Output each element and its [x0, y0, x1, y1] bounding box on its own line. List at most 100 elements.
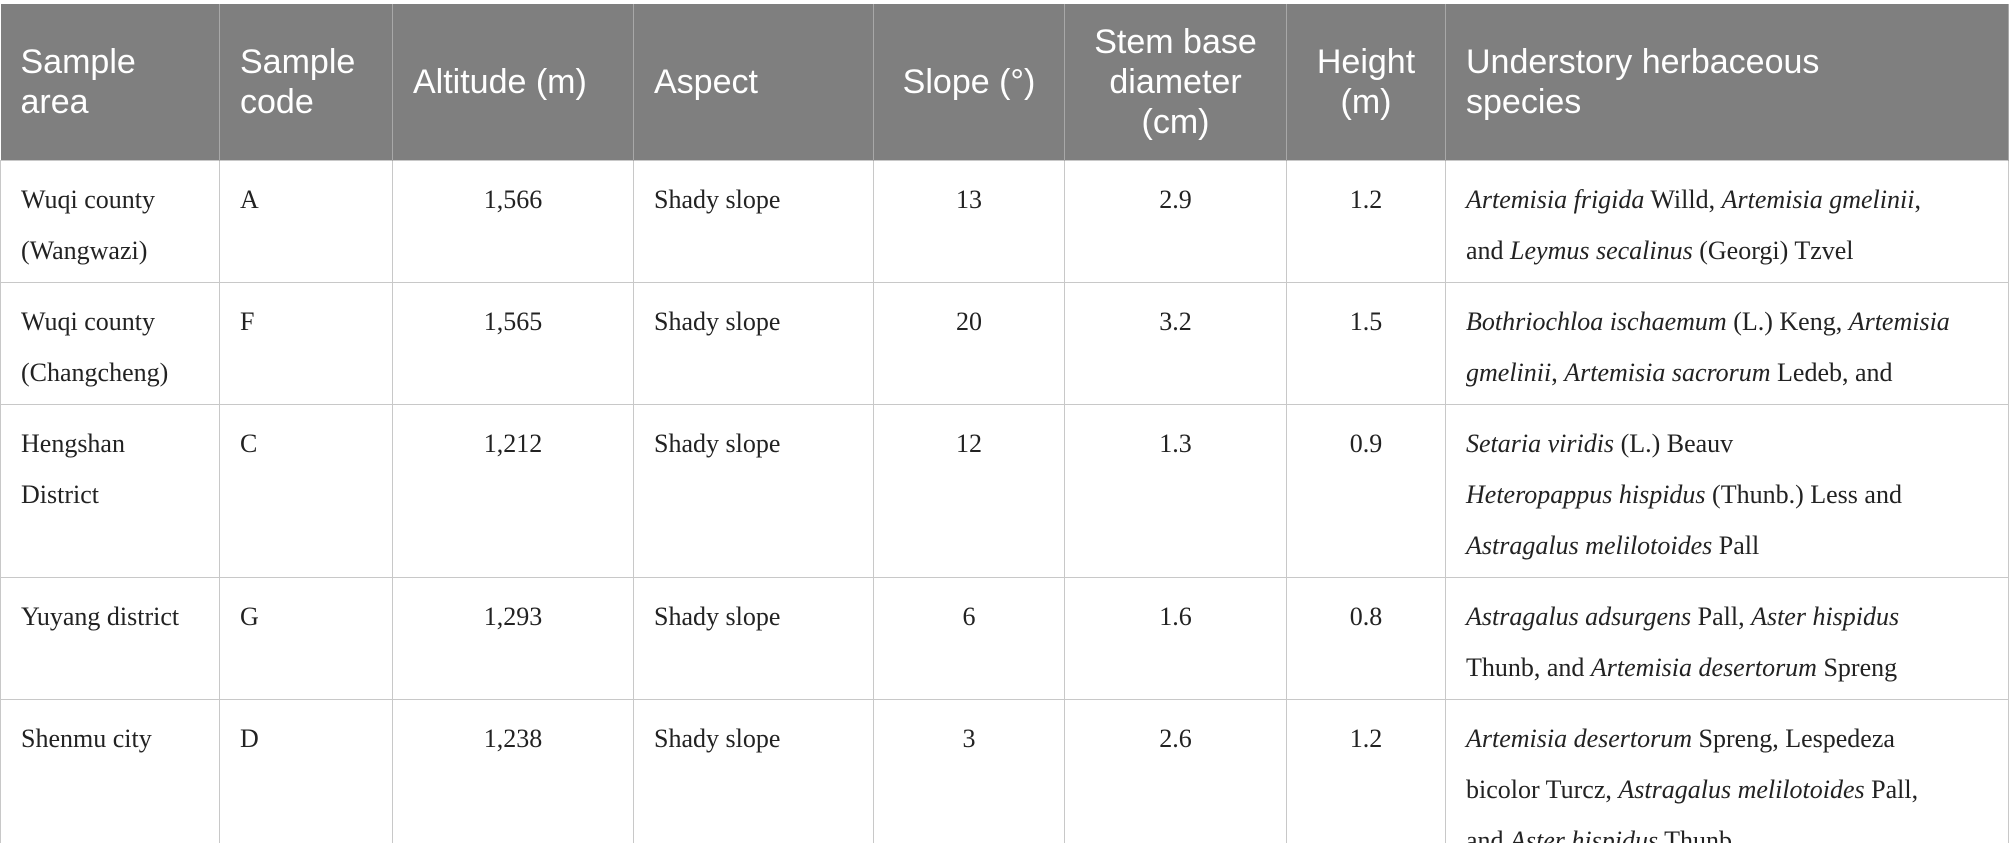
species-text: Spreng, Lespedeza	[1692, 723, 1895, 753]
cell: Shady slope	[633, 403, 874, 578]
header-cell: Sample code	[219, 4, 393, 160]
cell: Wuqi county (Wangwazi)	[0, 159, 220, 283]
cell: 3	[873, 698, 1065, 843]
header-text: Slope (°)	[902, 62, 1036, 101]
cell: 2.9	[1064, 159, 1287, 283]
species-line: gmelinii, Artemisia sacrorum Ledeb, and	[1466, 347, 1988, 398]
species-line: Thunb, and Artemisia desertorum Spreng	[1466, 642, 1988, 693]
header-text: code	[240, 82, 314, 121]
table-row: Wuqi county (Changcheng) F 1,565 Shady slope…	[0, 281, 2009, 405]
cell: Astragalus adsurgens Pall, Aster hispidu…	[1445, 576, 2009, 700]
diameter: 3.2	[1159, 306, 1192, 336]
species-text: Pall,	[1864, 774, 1919, 804]
species-text: Spreng	[1816, 652, 1898, 682]
header-text: (cm)	[1141, 102, 1210, 141]
sample-area: (Wangwazi)	[21, 235, 148, 265]
species-line: Heteropappus hispidus (Thunb.) Less and	[1466, 469, 1988, 520]
cell: 1.6	[1064, 576, 1287, 700]
altitude: 1,212	[483, 428, 543, 458]
species-text: Bothriochloa ischaemum	[1466, 306, 1727, 336]
cell: Shady slope	[633, 159, 874, 283]
table-row: Hengshan District C 1,212 Shady slope 12 1.3 0.…	[0, 403, 2009, 578]
cell: 13	[873, 159, 1065, 283]
species-text: ,	[1914, 184, 1921, 214]
cell: G	[219, 576, 393, 700]
species-line: and Aster hispidus Thunb	[1466, 815, 1988, 843]
species-text: Artemisia	[1848, 306, 1950, 336]
species-text: Willd,	[1644, 184, 1722, 214]
cell: Shady slope	[633, 281, 874, 405]
aspect: Shady slope	[654, 601, 781, 631]
header-text: Understory herbaceous	[1466, 42, 1820, 81]
sample-area: Wuqi county	[21, 184, 155, 214]
height: 1.5	[1349, 306, 1383, 336]
cell: 0.8	[1286, 576, 1446, 700]
diameter: 1.3	[1159, 428, 1192, 458]
species-text: Artemisia desertorum	[1466, 723, 1693, 753]
diameter: 2.9	[1159, 184, 1192, 214]
slope: 20	[956, 306, 982, 336]
cell: D	[219, 698, 393, 843]
species-text: Heteropappus hispidus	[1466, 479, 1706, 509]
code: C	[240, 428, 258, 458]
cell: 2.6	[1064, 698, 1287, 843]
header-cell: Sample area	[0, 4, 220, 160]
cell: F	[219, 281, 393, 405]
sample-area: Hengshan	[21, 428, 125, 458]
species-line: Astragalus melilotoides Pall	[1466, 520, 1988, 571]
species-text: bicolor Turcz,	[1466, 774, 1619, 804]
height: 1.2	[1349, 723, 1383, 753]
code: A	[240, 184, 259, 214]
cell: 12	[873, 403, 1065, 578]
header-text: Stem base	[1094, 22, 1257, 61]
cell: 6	[873, 576, 1065, 700]
table-row: Wuqi county (Wangwazi) A 1,566 Shady slope 13…	[0, 159, 2009, 283]
species-text: (Georgi) Tzvel	[1692, 235, 1854, 265]
sample-area: Yuyang district	[21, 601, 180, 631]
cell: 1,565	[392, 281, 634, 405]
cell: 1,212	[392, 403, 634, 578]
header-text: area	[20, 82, 89, 121]
species-text: Setaria viridis	[1466, 428, 1615, 458]
cell: Setaria viridis (L.) Beauv Heteropappus h…	[1445, 403, 2009, 578]
species-text: Thunb, and	[1466, 652, 1591, 682]
cell: 1,238	[392, 698, 634, 843]
species-line: bicolor Turcz, Astragalus melilotoides P…	[1466, 764, 1988, 815]
cell: Artemisia frigida Willd, Artemisia gmeli…	[1445, 159, 2009, 283]
sample-area: Wuqi county	[21, 306, 155, 336]
cell: 0.9	[1286, 403, 1446, 578]
species-line: and Leymus secalinus (Georgi) Tzvel	[1466, 225, 1988, 276]
diameter: 1.6	[1159, 601, 1192, 631]
species-text: Artemisia sacrorum	[1564, 357, 1771, 387]
aspect: Shady slope	[654, 306, 781, 336]
sample-area: (Changcheng)	[21, 357, 169, 387]
species-text: Astragalus adsurgens	[1466, 601, 1692, 631]
sample-area: District	[21, 479, 99, 509]
species-line: Astragalus adsurgens Pall, Aster hispidu…	[1466, 591, 1988, 642]
code: D	[240, 723, 259, 753]
page: Sample area Sample code Altitude (m) Aspect Sl…	[0, 4, 2009, 843]
cell: Shady slope	[633, 698, 874, 843]
species-text: (Thunb.) Less and	[1705, 479, 1902, 509]
header-text: (m)	[1340, 82, 1392, 121]
header-text: Aspect	[654, 62, 758, 101]
species-text: and	[1466, 235, 1511, 265]
altitude: 1,566	[483, 184, 543, 214]
species-line: Artemisia desertorum Spreng, Lespedeza	[1466, 713, 1988, 764]
table-body: Wuqi county (Wangwazi) A 1,566 Shady slope 13…	[0, 159, 2009, 843]
cell: Shenmu city	[0, 698, 220, 843]
aspect: Shady slope	[654, 428, 781, 458]
cell: Hengshan District	[0, 403, 220, 578]
species-line: Bothriochloa ischaemum (L.) Keng, Artemi…	[1466, 296, 1988, 347]
cell: Yuyang district	[0, 576, 220, 700]
cell: 3.2	[1064, 281, 1287, 405]
species-text: ,	[1551, 357, 1565, 387]
species-text: Leymus secalinus	[1510, 235, 1693, 265]
header-text: Sample	[240, 42, 356, 81]
species-text: gmelinii	[1466, 357, 1552, 387]
header-text: Height	[1316, 42, 1416, 81]
species-text: Ledeb, and	[1770, 357, 1893, 387]
header-text: species	[1466, 82, 1582, 121]
code: F	[240, 306, 255, 336]
cell: 1.5	[1286, 281, 1446, 405]
